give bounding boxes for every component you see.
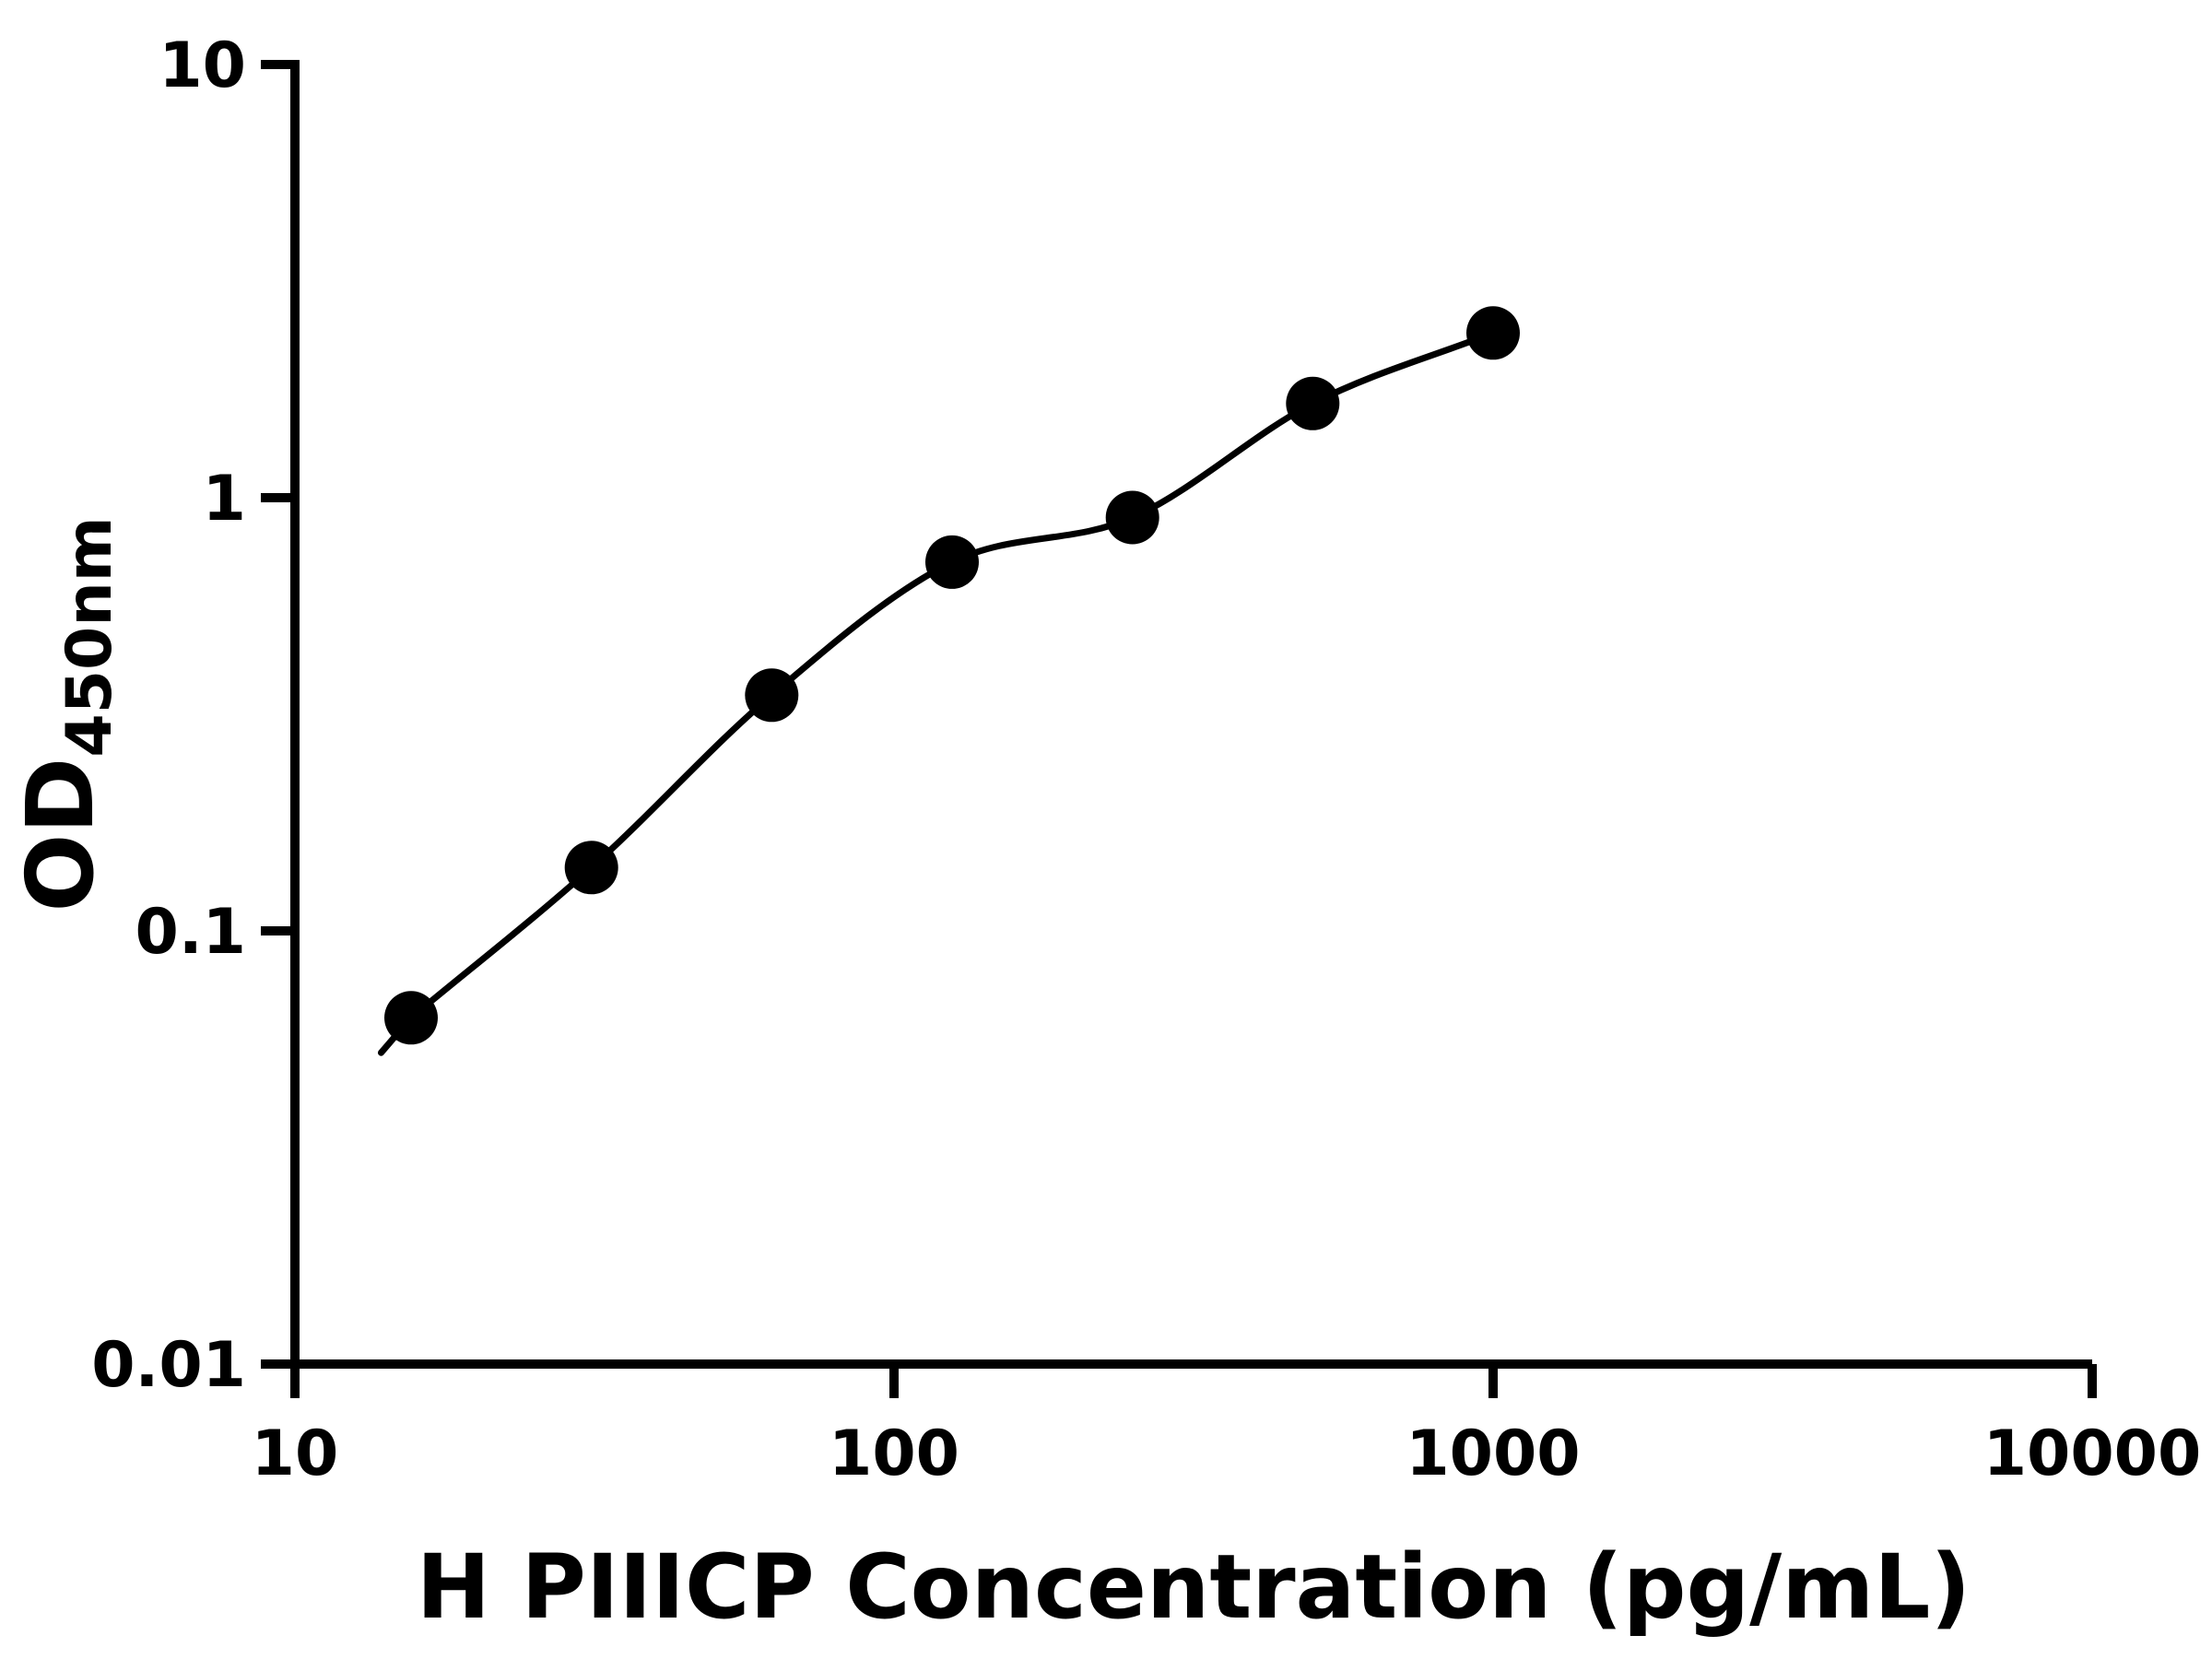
x-tick-label: 10 bbox=[252, 1418, 339, 1490]
data-point bbox=[384, 991, 438, 1045]
y-tick-label: 10 bbox=[159, 29, 246, 102]
y-axis-title: OD450nm bbox=[6, 516, 126, 912]
y-axis-title-base: OD bbox=[6, 758, 114, 912]
y-axis-title-subscript: 450nm bbox=[53, 516, 126, 757]
x-axis-title: H PIIICP Concentration (pg/mL) bbox=[417, 1535, 1971, 1639]
x-tick-label: 10000 bbox=[1983, 1418, 2202, 1490]
y-tick-label: 1 bbox=[203, 463, 246, 535]
data-point bbox=[1286, 376, 1340, 430]
x-tick-label: 100 bbox=[829, 1418, 959, 1490]
x-tick-label: 1000 bbox=[1406, 1418, 1580, 1490]
data-point bbox=[1466, 306, 1520, 360]
y-tick-label: 0.01 bbox=[91, 1329, 246, 1402]
plot-area: 10 100 1000 10000 0.01 0.1 1 10 bbox=[91, 29, 2201, 1490]
data-point bbox=[925, 535, 979, 589]
y-tick-label: 0.1 bbox=[135, 896, 246, 969]
data-point bbox=[745, 668, 799, 723]
fit-curve bbox=[378, 329, 1497, 1056]
data-point bbox=[564, 841, 618, 895]
data-point bbox=[1105, 490, 1159, 545]
